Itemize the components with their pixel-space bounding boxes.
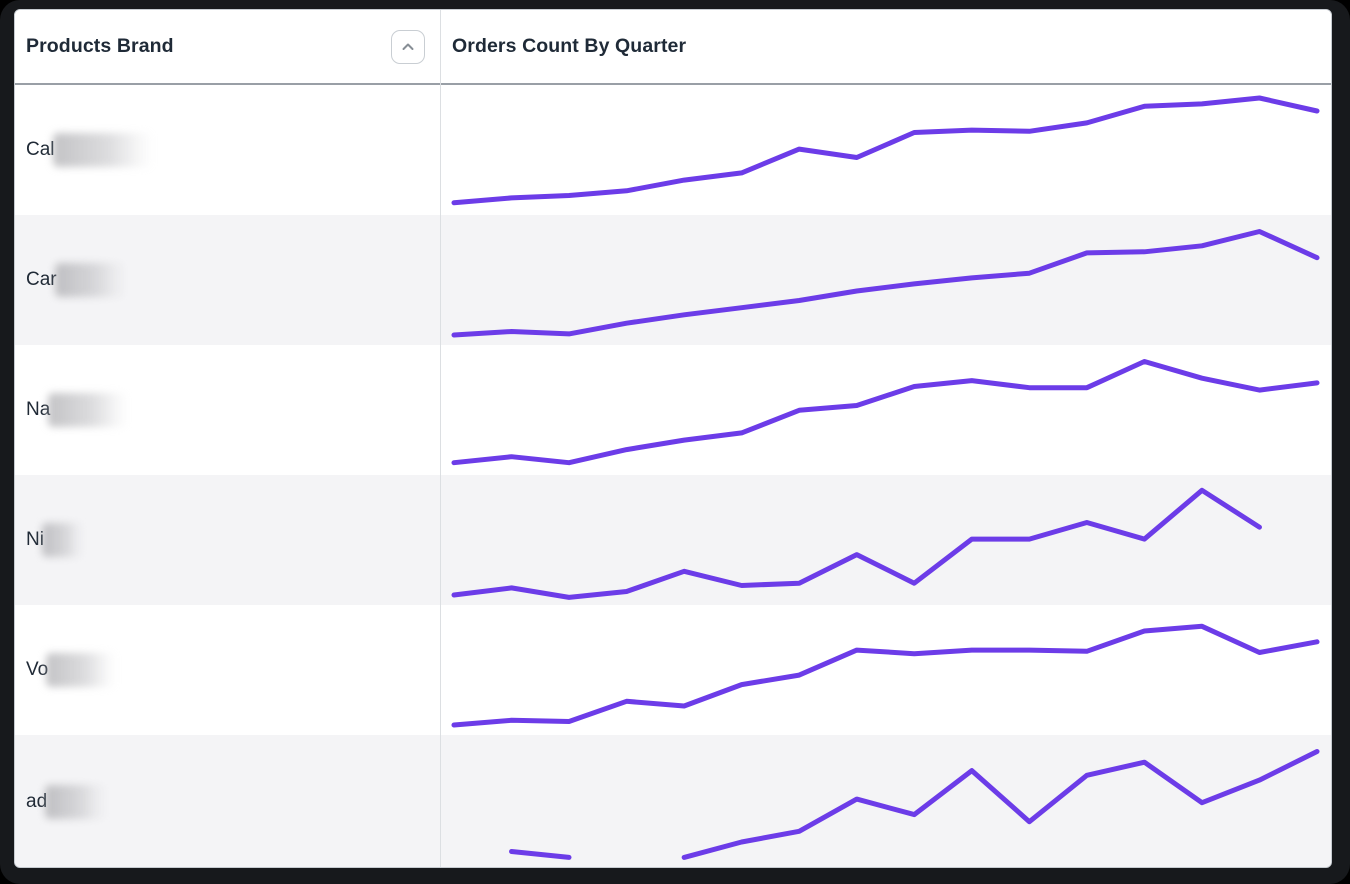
table-card: Products Brand Orders Count By Quarter C… — [14, 9, 1332, 868]
brand-cell: Car — [15, 215, 440, 345]
table-body: Cal Car Na Ni Vo ad — [15, 85, 1331, 867]
orders-chart-cell — [440, 735, 1331, 867]
table-row: Vo — [15, 605, 1331, 735]
brand-cell: Na — [15, 345, 440, 475]
orders-sparkline — [451, 487, 1262, 600]
table-row: ad — [15, 735, 1331, 867]
redacted-brand-text — [48, 393, 129, 427]
orders-sparkline — [451, 623, 1320, 728]
table-header: Products Brand Orders Count By Quarter — [15, 10, 1331, 85]
table-row: Car — [15, 215, 1331, 345]
redacted-brand-text — [52, 133, 153, 167]
header-cell-products-brand: Products Brand — [15, 29, 440, 64]
orders-chart-cell — [440, 85, 1331, 215]
brand-label: Na — [26, 399, 51, 420]
brand-cell: Ni — [15, 475, 440, 605]
brand-label: Car — [26, 269, 57, 290]
orders-sparkline — [509, 749, 1320, 860]
chevron-up-icon — [399, 38, 417, 56]
sort-button[interactable] — [391, 29, 425, 64]
orders-sparkline — [451, 95, 1320, 206]
orders-chart-cell — [440, 345, 1331, 475]
orders-sparkline — [451, 359, 1320, 466]
table-row: Na — [15, 345, 1331, 475]
brand-cell: Cal — [15, 85, 440, 215]
orders-sparkline — [451, 229, 1320, 338]
brand-label: Cal — [26, 139, 55, 160]
orders-chart-cell — [440, 215, 1331, 345]
brand-label: Vo — [26, 659, 49, 680]
orders-chart-cell — [440, 605, 1331, 735]
brand-label: ad — [26, 791, 48, 812]
brand-cell: Vo — [15, 605, 440, 735]
brand-label: Ni — [26, 529, 44, 550]
brand-cell: ad — [15, 735, 440, 867]
orders-chart-cell — [440, 475, 1331, 605]
redacted-brand-text — [45, 785, 108, 819]
table-row: Cal — [15, 85, 1331, 215]
redacted-brand-text — [41, 523, 84, 557]
redacted-brand-text — [46, 653, 117, 687]
redacted-brand-text — [54, 263, 127, 297]
column-divider — [440, 10, 441, 867]
column-header-orders-count[interactable]: Orders Count By Quarter — [452, 35, 687, 57]
header-cell-orders-count: Orders Count By Quarter — [440, 35, 1331, 58]
table-row: Ni — [15, 475, 1331, 605]
column-header-products-brand[interactable]: Products Brand — [26, 35, 174, 57]
